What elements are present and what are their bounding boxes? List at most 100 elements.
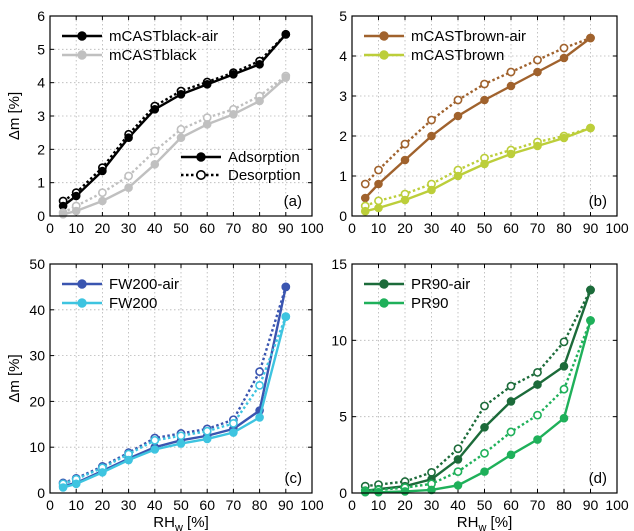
legend-marker xyxy=(196,152,206,162)
adsorption-point xyxy=(71,206,81,216)
adsorption-point xyxy=(533,141,542,151)
x-axis-label: RHw [%] xyxy=(457,514,512,531)
desorption-point xyxy=(374,165,383,175)
adsorption-point xyxy=(400,155,410,165)
legend-label: PR90 xyxy=(411,295,449,312)
desorption-point xyxy=(360,179,370,189)
y-tick-label: 50 xyxy=(29,256,45,272)
adsorption-point xyxy=(202,80,212,89)
desorption-point xyxy=(453,444,463,454)
adsorption-point xyxy=(506,397,516,406)
desorption-point xyxy=(480,401,489,411)
adsorption-point xyxy=(374,487,383,497)
x-tick-label: 80 xyxy=(252,220,268,236)
y-tick-label: 0 xyxy=(339,485,347,501)
desorption-point xyxy=(176,124,186,134)
desorption-line xyxy=(62,286,287,485)
x-tick-label: 90 xyxy=(583,220,599,236)
x-tick-label: 30 xyxy=(121,220,137,236)
adsorption-point xyxy=(124,133,133,142)
legend-label: PR90-air xyxy=(411,276,470,293)
desorption-point xyxy=(533,55,542,65)
y-tick-label: 3 xyxy=(37,108,45,124)
x-tick-label: 20 xyxy=(397,220,413,236)
desorption-point xyxy=(559,384,569,394)
desorption-point xyxy=(533,367,542,377)
adsorption-point xyxy=(71,191,81,201)
desorption-line xyxy=(365,289,592,488)
adsorption-point xyxy=(255,60,264,69)
adsorption-point xyxy=(453,481,463,490)
adsorption-point xyxy=(559,361,569,371)
panel-label: (b) xyxy=(589,193,607,210)
series-1 xyxy=(360,33,595,203)
desorption-line xyxy=(62,316,287,485)
y-tick-label: 30 xyxy=(29,348,45,364)
adsorption-point xyxy=(559,133,569,143)
y-tick-label: 2 xyxy=(339,128,347,144)
legend-marker xyxy=(77,279,87,289)
adsorption-point xyxy=(533,435,542,444)
legend-marker xyxy=(379,50,389,60)
desorption-point xyxy=(150,146,160,156)
x-tick-label: 40 xyxy=(147,220,163,236)
legend-marker xyxy=(77,31,87,41)
adsorption-point xyxy=(506,81,516,91)
x-tick-label: 70 xyxy=(530,497,546,513)
adsorption-point xyxy=(360,487,370,497)
desorption-point xyxy=(202,426,212,436)
y-tick-label: 0 xyxy=(37,208,45,224)
legend-marker xyxy=(196,170,207,181)
legend-marker xyxy=(77,298,87,308)
y-tick-label: 5 xyxy=(339,409,347,425)
legend-label: Desorption xyxy=(228,167,301,184)
y-tick-label: 6 xyxy=(37,8,45,24)
adsorption-point xyxy=(98,468,107,477)
desorption-line xyxy=(364,36,591,185)
x-tick-label: 100 xyxy=(300,220,324,236)
y-tick-label: 5 xyxy=(37,41,45,57)
panel-1: 0 10 20 30 40 50 60 70 80 90 100 0 1 2 3 4 5 6 mCASTblack-… xyxy=(6,8,324,236)
adsorption-point xyxy=(229,70,238,79)
x-tick-label: 70 xyxy=(226,497,242,513)
x-tick-label: 20 xyxy=(397,497,413,513)
adsorption-line xyxy=(62,316,287,489)
x-tick-label: 40 xyxy=(450,497,466,513)
desorption-point xyxy=(228,418,238,428)
adsorption-point xyxy=(453,111,463,121)
adsorption-point xyxy=(58,483,68,492)
legend-marker xyxy=(379,279,389,289)
x-tick-label: 40 xyxy=(147,497,163,513)
y-tick-label: 1 xyxy=(339,168,347,184)
adsorption-point xyxy=(150,445,160,454)
panel-label: (c) xyxy=(285,470,303,487)
desorption-point xyxy=(427,115,436,125)
adsorption-point xyxy=(124,455,133,465)
adsorption-point xyxy=(71,479,81,489)
legend-label: Adsorption xyxy=(228,149,300,166)
x-tick-label: 80 xyxy=(556,220,572,236)
series-2 xyxy=(360,123,595,216)
x-tick-label: 50 xyxy=(477,220,493,236)
x-tick-label: 50 xyxy=(173,220,189,236)
y-tick-label: 3 xyxy=(339,88,347,104)
desorption-point xyxy=(480,79,489,89)
adsorption-line xyxy=(62,33,287,207)
legend-marker xyxy=(379,31,389,41)
desorption-point xyxy=(533,410,542,420)
desorption-line xyxy=(62,75,287,214)
panel-3: 0 10 20 30 40 50 60 70 80 90 100 0 10 20 30 40 50 FW200-a… xyxy=(6,256,324,531)
x-tick-label: 10 xyxy=(371,497,387,513)
legend-marker xyxy=(77,50,87,60)
series-2 xyxy=(58,71,291,219)
adsorption-point xyxy=(176,439,186,448)
x-tick-label: 0 xyxy=(46,497,54,513)
adsorption-point xyxy=(480,95,489,105)
adsorption-line xyxy=(365,289,592,492)
x-tick-label: 70 xyxy=(530,220,546,236)
x-tick-label: 60 xyxy=(199,497,215,513)
y-tick-label: 10 xyxy=(29,439,45,455)
adsorption-point xyxy=(453,171,463,181)
y-tick-label: 4 xyxy=(339,48,347,64)
y-tick-label: 5 xyxy=(339,8,347,24)
